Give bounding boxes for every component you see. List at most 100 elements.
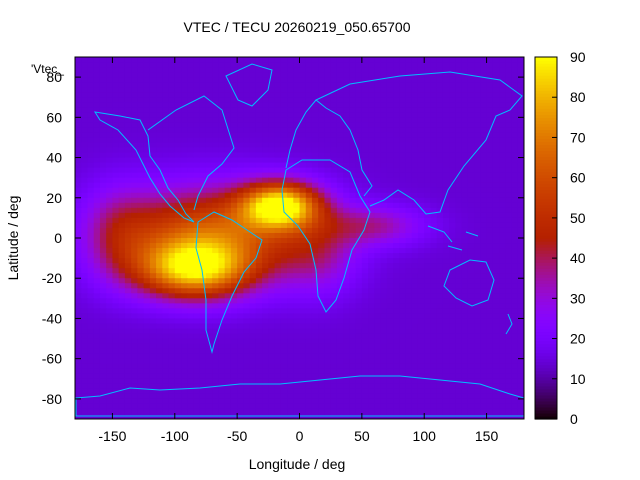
heatmap-cell (442, 172, 450, 179)
heatmap-cell (106, 87, 114, 93)
heatmap-cell (480, 308, 488, 315)
heatmap-cell (492, 62, 500, 68)
heatmap-cell (255, 313, 263, 320)
heatmap-cell (336, 318, 344, 325)
heatmap-cell (386, 207, 394, 214)
heatmap-cell (330, 263, 338, 269)
heatmap-cell (355, 162, 363, 169)
heatmap-cell (106, 288, 114, 294)
heatmap-cell (230, 258, 238, 264)
heatmap-cell (199, 162, 207, 169)
heatmap-cell (187, 283, 195, 289)
heatmap-cell (118, 172, 126, 179)
heatmap-cell (181, 348, 188, 355)
heatmap-cell (436, 212, 444, 219)
heatmap-cell (399, 388, 407, 395)
heatmap-cell (336, 182, 344, 189)
heatmap-cell (75, 222, 82, 229)
heatmap-cell (143, 107, 151, 113)
heatmap-cell (93, 177, 101, 184)
heatmap-cell (280, 348, 288, 355)
heatmap-cell (237, 207, 244, 214)
heatmap-cell (336, 197, 344, 204)
heatmap-cell (237, 293, 244, 299)
heatmap-cell (262, 227, 269, 234)
heatmap-cell (181, 403, 188, 410)
heatmap-cell (268, 87, 276, 93)
heatmap-cell (81, 167, 89, 174)
heatmap-cell (505, 167, 513, 174)
heatmap-cell (199, 212, 207, 219)
heatmap-cell (174, 353, 182, 360)
heatmap-cell (311, 278, 319, 284)
heatmap-cell (162, 258, 170, 264)
heatmap-cell (430, 358, 438, 365)
heatmap-cell (187, 92, 195, 98)
heatmap-cell (181, 117, 188, 123)
heatmap-cell (112, 283, 120, 289)
heatmap-cell (293, 283, 301, 289)
heatmap-cell (330, 212, 338, 219)
heatmap-cell (399, 117, 407, 123)
heatmap-cell (106, 238, 114, 244)
heatmap-cell (174, 368, 182, 375)
heatmap-cell (249, 288, 257, 294)
heatmap-cell (436, 283, 444, 289)
heatmap-cell (262, 253, 269, 259)
heatmap-cell (199, 393, 207, 400)
heatmap-cell (474, 227, 481, 234)
heatmap-cell (361, 62, 369, 68)
heatmap-cell (243, 217, 251, 224)
heatmap-cell (262, 152, 269, 159)
heatmap-cell (343, 197, 350, 204)
heatmap-cell (106, 313, 114, 320)
heatmap-cell (249, 318, 257, 325)
heatmap-cell (349, 328, 357, 335)
heatmap-cell (156, 313, 163, 320)
heatmap-cell (461, 117, 469, 123)
heatmap-cell (330, 338, 338, 345)
heatmap-cell (424, 358, 432, 365)
heatmap-cell (168, 328, 176, 335)
heatmap-cell (174, 248, 182, 254)
heatmap-cell (287, 393, 294, 400)
heatmap-cell (386, 227, 394, 234)
heatmap-cell (405, 167, 413, 174)
heatmap-cell (124, 328, 132, 335)
heatmap-cell (374, 72, 382, 78)
heatmap-cell (336, 353, 344, 360)
heatmap-cell (218, 393, 226, 400)
heatmap-cell (162, 238, 170, 244)
heatmap-cell (361, 112, 369, 118)
heatmap-cell (405, 207, 413, 214)
heatmap-cell (499, 328, 506, 335)
heatmap-cell (399, 243, 407, 249)
heatmap-cell (374, 222, 382, 229)
heatmap-cell (162, 313, 170, 320)
heatmap-cell (205, 253, 213, 259)
heatmap-cell (287, 102, 294, 108)
heatmap-cell (386, 222, 394, 229)
heatmap-cell (106, 97, 114, 103)
heatmap-cell (411, 343, 419, 350)
heatmap-cell (336, 313, 344, 320)
heatmap-cell (131, 202, 138, 209)
heatmap-cell (93, 383, 101, 390)
heatmap-cell (517, 217, 524, 224)
heatmap-cell (218, 243, 226, 249)
heatmap-cell (355, 263, 363, 269)
heatmap-cell (293, 102, 301, 108)
heatmap-cell (224, 62, 232, 68)
heatmap-cell (517, 388, 524, 395)
heatmap-cell (149, 318, 157, 325)
heatmap-cell (87, 217, 95, 224)
heatmap-cell (442, 253, 450, 259)
heatmap-cell (218, 222, 226, 229)
heatmap-cell (424, 343, 432, 350)
heatmap-cell (224, 197, 232, 204)
heatmap-cell (299, 102, 307, 108)
heatmap-cell (336, 293, 344, 299)
heatmap-cell (99, 368, 107, 375)
heatmap-cell (318, 187, 326, 194)
heatmap-cell (212, 82, 220, 88)
